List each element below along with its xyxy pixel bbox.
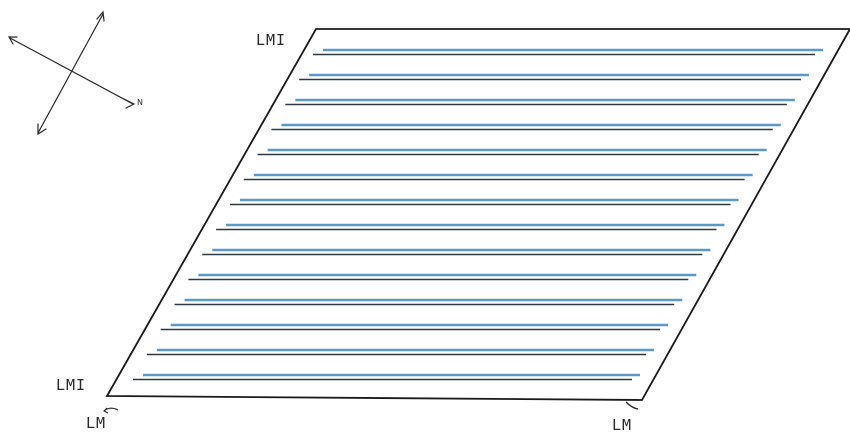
label-bottom-right: LM — [612, 416, 633, 434]
label-bottom-left: LMI — [56, 376, 87, 394]
label-top-left: LMI — [256, 31, 287, 49]
bottom-right-tick-icon — [625, 401, 639, 410]
label-bottom-left-below: LM — [86, 414, 107, 432]
bottom-left-arrow-icon — [103, 407, 119, 414]
stripe-group — [133, 48, 823, 381]
field-outline — [105, 28, 850, 401]
compass-icon — [7, 10, 136, 136]
compass-north-label: N — [137, 98, 143, 107]
